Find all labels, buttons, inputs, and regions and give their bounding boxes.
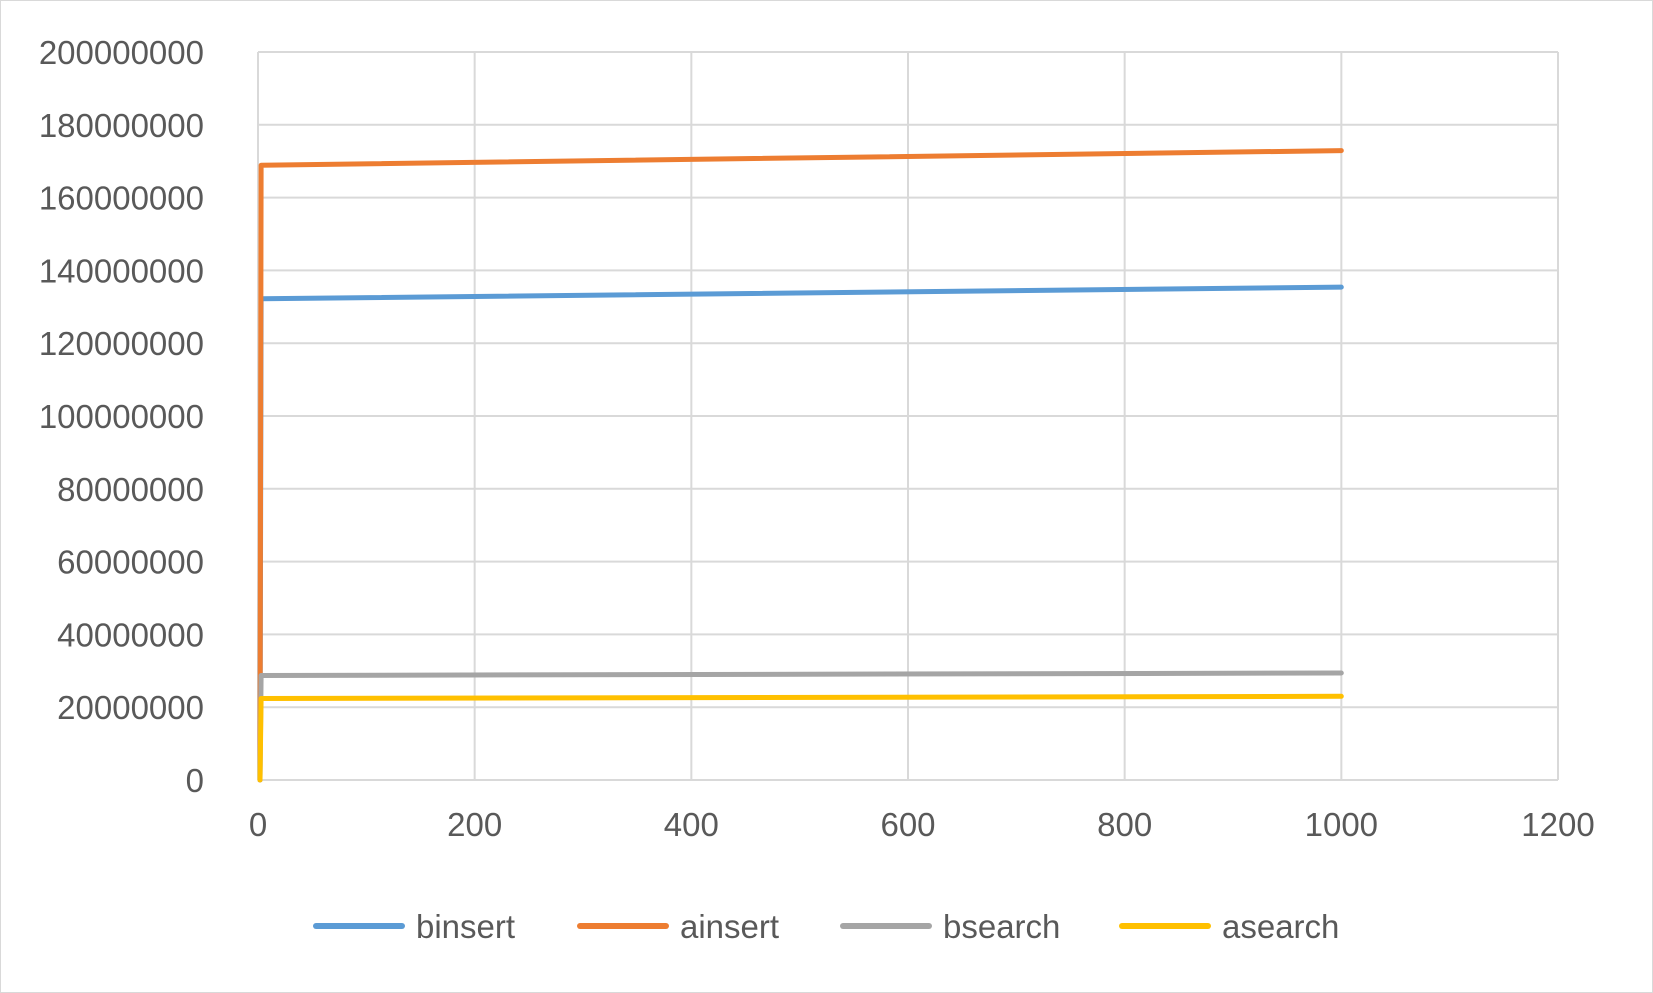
- x-tick-label: 200: [447, 806, 502, 843]
- y-axis-tick-labels: 0 20000000 40000000 60000000 80000000 1000000…: [39, 34, 204, 799]
- y-tick-label: 40000000: [57, 616, 204, 653]
- y-tick-label: 20000000: [57, 689, 204, 726]
- legend-label-bsearch: bsearch: [943, 908, 1060, 945]
- y-tick-label: 160000000: [39, 180, 204, 217]
- y-tick-label: 60000000: [57, 544, 204, 581]
- legend: binsert ainsert bsearch asearch: [313, 908, 1339, 945]
- x-tick-label: 1000: [1305, 806, 1378, 843]
- y-tick-label: 180000000: [39, 107, 204, 144]
- x-tick-label: 600: [880, 806, 935, 843]
- y-tick-label: 120000000: [39, 325, 204, 362]
- series-line-binsert: [257, 284, 1344, 783]
- y-tick-label: 140000000: [39, 252, 204, 289]
- y-tick-label: 80000000: [57, 471, 204, 508]
- series-line-ainsert: [257, 148, 1344, 783]
- x-tick-label: 0: [249, 806, 267, 843]
- x-tick-label: 1200: [1521, 806, 1594, 843]
- legend-label-asearch: asearch: [1222, 908, 1339, 945]
- legend-label-ainsert: ainsert: [680, 908, 779, 945]
- y-tick-label: 0: [186, 762, 204, 799]
- series-line-asearch: [257, 693, 1344, 783]
- series-line-bsearch: [257, 670, 1344, 783]
- x-axis-tick-labels: 0 200 400 600 800 1000 1200: [249, 806, 1595, 843]
- legend-label-binsert: binsert: [416, 908, 515, 945]
- series-lines: [257, 148, 1344, 783]
- x-tick-label: 400: [664, 806, 719, 843]
- y-tick-label: 100000000: [39, 398, 204, 435]
- y-tick-label: 200000000: [39, 34, 204, 71]
- gridlines: [257, 51, 1559, 781]
- x-tick-label: 800: [1097, 806, 1152, 843]
